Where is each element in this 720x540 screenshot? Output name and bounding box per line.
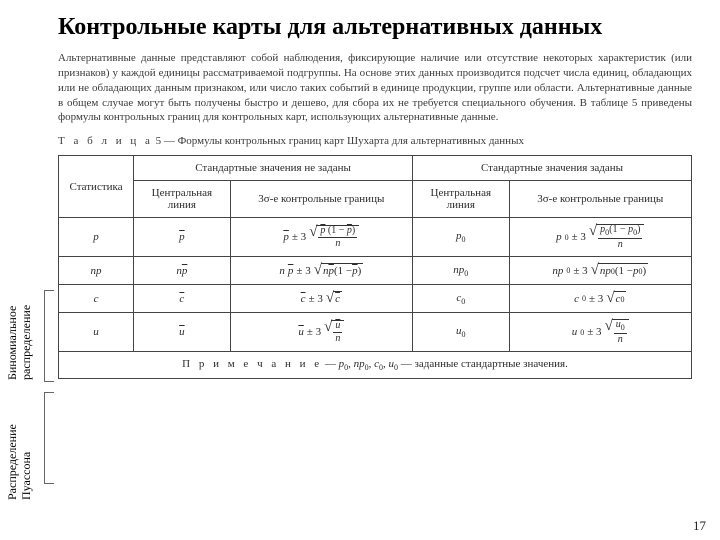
- header-row-1: Статистика Стандартные значения не задан…: [59, 156, 692, 181]
- table-caption: Т а б л и ц а 5 — Формулы контрольных гр…: [58, 135, 692, 147]
- lim1-cell: c ± 3 √c: [230, 285, 412, 313]
- lim1-cell: u ± 3 √ un: [230, 313, 412, 352]
- stat-cell: p: [59, 218, 134, 257]
- cl1-cell: p: [134, 218, 231, 257]
- caption-rest: 5 — Формулы контрольных границ карт Шуха…: [153, 135, 524, 147]
- col-limits-2: 3σ-е контрольные границы: [509, 181, 691, 218]
- intro-paragraph: Альтернативные данные представляют собой…: [58, 51, 692, 125]
- formula-table: Статистика Стандартные значения не задан…: [58, 155, 692, 379]
- cl2-cell: c0: [413, 285, 510, 313]
- cl1-cell: u: [134, 313, 231, 352]
- cl2-cell: u0: [413, 313, 510, 352]
- cl1-cell: np: [134, 257, 231, 285]
- lim1-cell: np ± 3 √np (1 − p): [230, 257, 412, 285]
- bracket-binomial: [44, 290, 54, 382]
- lim2-cell: c0 ± 3 √c0: [509, 285, 691, 313]
- note-rest: — p0, np0, c0, u0 — заданные стандартные…: [322, 358, 568, 370]
- caption-prefix: Т а б л и ц а: [58, 135, 153, 147]
- col-with-std: Стандартные значения заданы: [413, 156, 692, 181]
- table-row: c c c ± 3 √c c0 c0 ± 3 √c0: [59, 285, 692, 313]
- cl1-cell: c: [134, 285, 231, 313]
- lim2-cell: u0 ± 3 √ u0n: [509, 313, 691, 352]
- col-no-std: Стандартные значения не заданы: [134, 156, 413, 181]
- col-cl-2: Центральная линия: [413, 181, 510, 218]
- col-statistic: Статистика: [59, 156, 134, 218]
- stat-cell: c: [59, 285, 134, 313]
- table-row: np np np ± 3 √np (1 − p) np0 np0 ± 3 √np…: [59, 257, 692, 285]
- table-note-row: П р и м е ч а н и е — p0, np0, c0, u0 — …: [59, 352, 692, 379]
- cl2-cell: np0: [413, 257, 510, 285]
- lim2-cell: p0 ± 3 √ p0(1 − p0)n: [509, 218, 691, 257]
- stat-cell: u: [59, 313, 134, 352]
- header-row-2: Центральная линия 3σ-е контрольные грани…: [59, 181, 692, 218]
- table-row: p p p ± 3 √ p (1 − p)n p0 p0 ± 3 √ p0(1 …: [59, 218, 692, 257]
- page-number: 17: [693, 518, 706, 534]
- note-prefix: П р и м е ч а н и е: [182, 358, 322, 370]
- col-cl-1: Центральная линия: [134, 181, 231, 218]
- bracket-poisson: [44, 392, 54, 484]
- lim1-cell: p ± 3 √ p (1 − p)n: [230, 218, 412, 257]
- table-note: П р и м е ч а н и е — p0, np0, c0, u0 — …: [59, 352, 692, 379]
- side-label-poisson: Распределение Пуассона: [6, 424, 34, 500]
- col-limits-1: 3σ-е контрольные границы: [230, 181, 412, 218]
- lim2-cell: np0 ± 3 √np0 (1 − p0): [509, 257, 691, 285]
- table-row: u u u ± 3 √ un u0 u0 ± 3 √ u0n: [59, 313, 692, 352]
- stat-cell: np: [59, 257, 134, 285]
- slide: Контрольные карты для альтернативных дан…: [0, 0, 720, 540]
- page-title: Контрольные карты для альтернативных дан…: [58, 14, 692, 41]
- cl2-cell: p0: [413, 218, 510, 257]
- side-label-binomial: Биномиальное распределение: [6, 305, 34, 380]
